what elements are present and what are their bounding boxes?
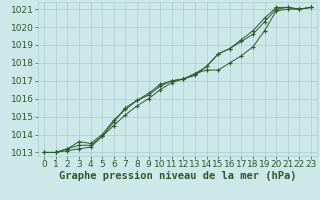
X-axis label: Graphe pression niveau de la mer (hPa): Graphe pression niveau de la mer (hPa) — [59, 171, 296, 181]
